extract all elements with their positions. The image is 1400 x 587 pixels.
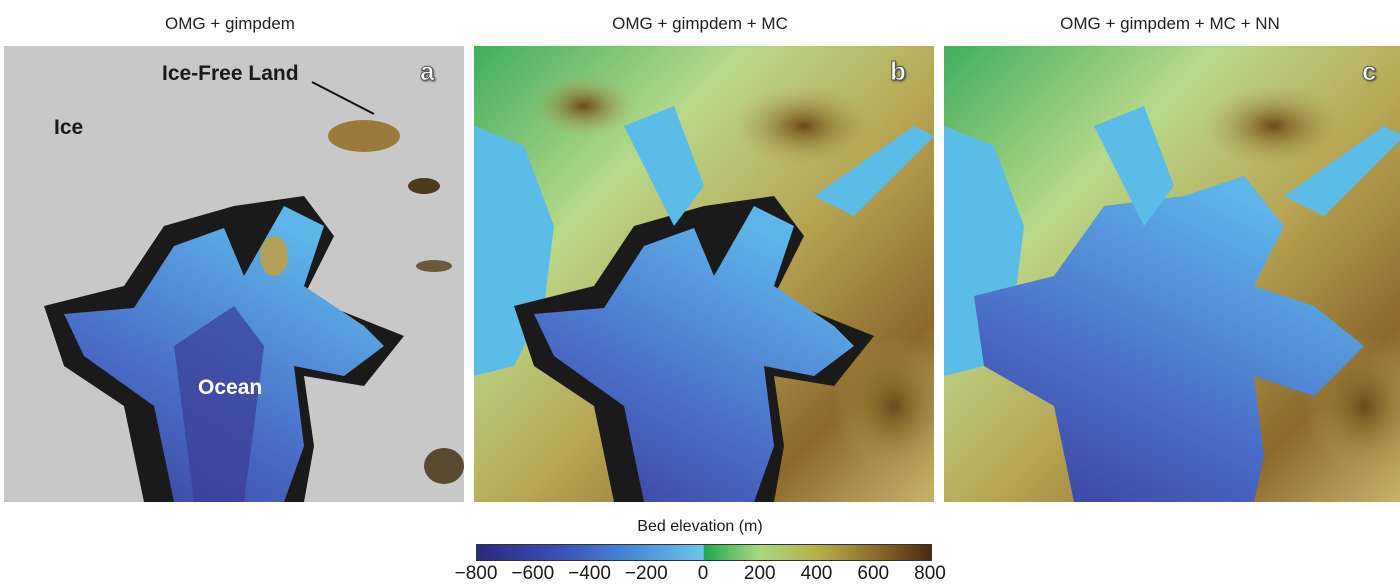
ice-free-land-pointer (311, 81, 375, 115)
map-panel-a (4, 46, 464, 502)
colorbar-tick: 400 (800, 563, 833, 584)
panel-b-letter: b (890, 56, 907, 87)
ice-label: Ice (54, 116, 84, 139)
panel-c-letter: c (1361, 56, 1377, 87)
panel-a-title: OMG + gimpdem (165, 14, 295, 33)
panel-b-title: OMG + gimpdem + MC (612, 14, 788, 33)
colorbar-tick: 800 (914, 563, 946, 584)
panel-c-title: OMG + gimpdem + MC + NN (1060, 14, 1280, 33)
colorbar-tick: −400 (568, 563, 611, 584)
map-panel-c (944, 46, 1400, 502)
colorbar-tick: −800 (454, 563, 498, 584)
colorbar-tick: 200 (743, 563, 776, 584)
panel-a-letter: a (419, 56, 435, 87)
colorbar-tick: −200 (624, 563, 668, 584)
colorbar (476, 544, 932, 561)
ice-free-land-label: Ice-Free Land (162, 62, 299, 85)
colorbar-tick: −600 (511, 563, 555, 584)
colorbar-tick: 0 (697, 563, 709, 584)
map-panel-b (474, 46, 934, 502)
colorbar-title: Bed elevation (m) (637, 518, 763, 535)
colorbar-tick: 600 (857, 563, 890, 584)
ocean-label: Ocean (198, 376, 263, 399)
